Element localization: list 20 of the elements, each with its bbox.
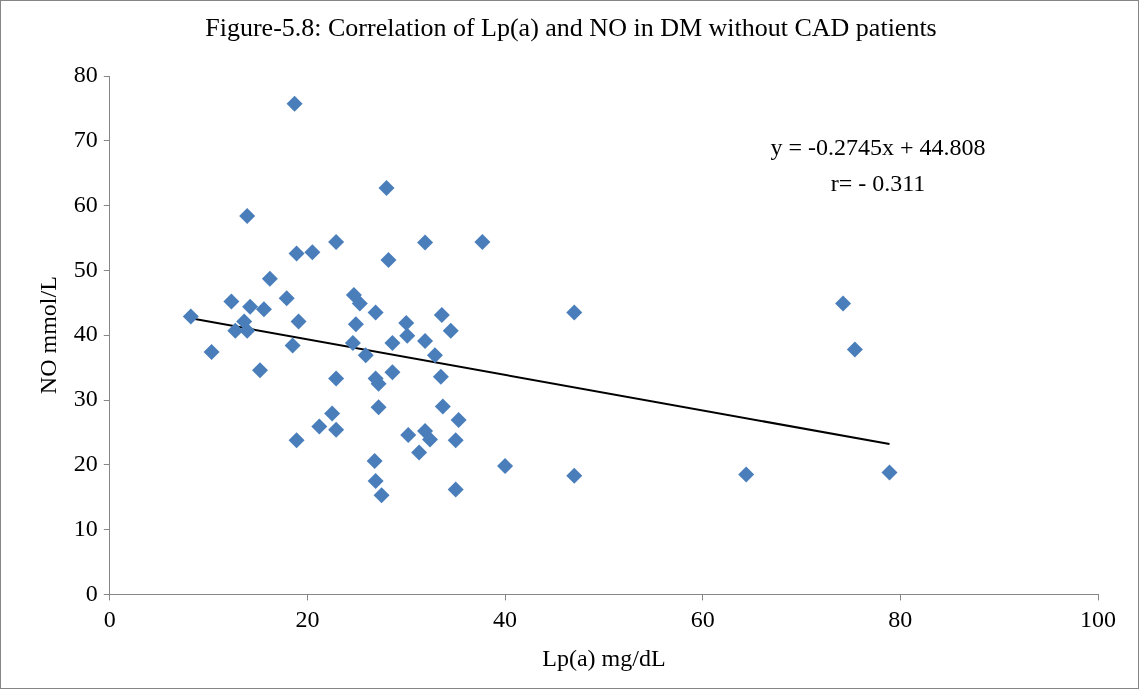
- y-tick-label: 50: [73, 255, 98, 282]
- x-tick-label: 40: [493, 606, 518, 633]
- y-tick-label: 0: [85, 579, 98, 606]
- chart-title: Figure-5.8: Correlation of Lp(a) and NO in DM without CAD patients: [204, 13, 938, 43]
- y-tick-label: 60: [73, 190, 98, 217]
- y-tick-label: 40: [73, 320, 98, 347]
- x-tick-label: 0: [103, 606, 116, 633]
- y-tick-label: 70: [73, 126, 98, 153]
- y-tick-label: 10: [73, 514, 98, 541]
- y-tick-label: 80: [73, 61, 98, 88]
- x-axis-title: Lp(a) mg/dL: [542, 644, 666, 671]
- x-tick-label: 20: [295, 606, 320, 633]
- y-tick-label: 20: [73, 450, 98, 477]
- annotation: y = -0.2745x + 44.808: [770, 134, 986, 161]
- y-axis-title: NO mmol/L: [34, 276, 61, 395]
- y-tick-label: 30: [73, 385, 98, 412]
- annotation: r= - 0.311: [830, 170, 926, 197]
- x-tick-label: 100: [1080, 606, 1116, 633]
- x-tick-label: 60: [690, 606, 715, 633]
- x-tick-label: 80: [888, 606, 913, 633]
